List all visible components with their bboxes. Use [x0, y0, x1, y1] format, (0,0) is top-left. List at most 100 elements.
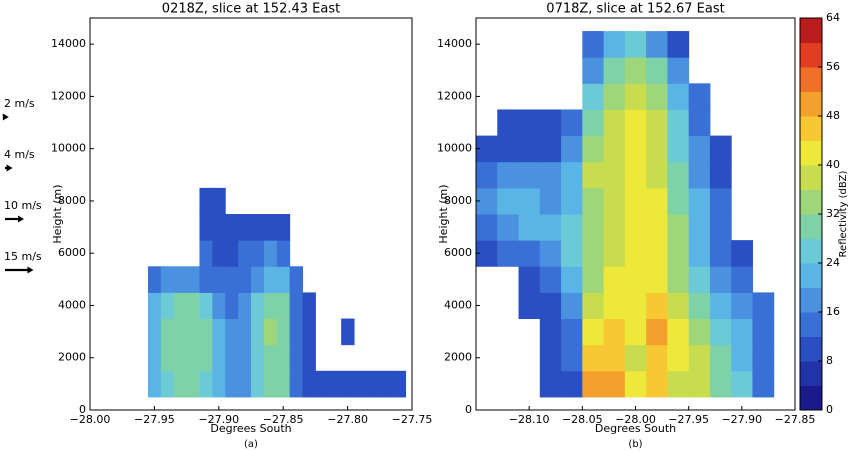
cell	[173, 292, 188, 320]
y-axis-label: Height (m)	[51, 184, 64, 243]
cell	[646, 240, 668, 267]
cell	[186, 292, 200, 320]
cell	[289, 370, 304, 398]
cell	[225, 370, 239, 398]
cell	[582, 292, 605, 320]
cell	[476, 240, 498, 267]
cell	[752, 292, 775, 320]
x-tick-label: −28.00	[615, 413, 656, 426]
cell	[147, 370, 162, 398]
cell	[646, 344, 668, 372]
cell	[709, 266, 732, 293]
y-tick-label: 2000	[444, 351, 472, 364]
cell	[582, 370, 605, 398]
cell	[752, 344, 775, 372]
cell	[709, 187, 732, 215]
x-axis-label: Degrees South	[210, 422, 291, 435]
colorbar-swatch	[800, 214, 822, 239]
cell	[603, 161, 626, 189]
y-tick-label: 14000	[437, 37, 472, 50]
y-tick-label: 10000	[51, 142, 86, 155]
cell	[688, 83, 711, 110]
cell	[539, 318, 562, 346]
cell	[624, 161, 647, 189]
colorbar-tick-label: 16	[826, 305, 840, 318]
x-tick-label: −27.80	[327, 413, 368, 426]
cell	[688, 135, 711, 163]
cell	[518, 214, 541, 241]
cell	[603, 318, 626, 346]
cell	[173, 370, 188, 398]
colorbar-swatch	[800, 165, 822, 190]
cell	[225, 214, 239, 241]
cell	[709, 240, 732, 267]
colorbar-tick-label: 40	[826, 158, 840, 171]
cell	[624, 31, 647, 58]
colorbar-swatch	[800, 238, 822, 264]
cell	[276, 266, 291, 293]
cell	[251, 292, 265, 320]
cell	[688, 344, 711, 372]
cell	[561, 266, 583, 293]
cell	[539, 240, 562, 267]
wind-legend-label: 10 m/s	[4, 199, 42, 212]
cell	[603, 266, 626, 293]
y-axis-label: Height (m)	[437, 184, 450, 243]
cell	[199, 344, 213, 372]
cell	[238, 240, 252, 267]
cell	[476, 187, 498, 215]
cell	[582, 214, 605, 241]
cell	[624, 57, 647, 84]
cell	[160, 344, 175, 372]
cell	[688, 187, 711, 215]
colorbar-swatch	[800, 312, 822, 337]
cell	[561, 370, 583, 398]
colorbar-tick-label: 0	[826, 403, 833, 416]
colorbar-tick-label: 64	[826, 11, 840, 24]
cell	[624, 266, 647, 293]
cell	[263, 344, 278, 372]
colorbar-swatch	[800, 42, 822, 68]
cell	[354, 370, 368, 398]
cell	[688, 161, 711, 189]
cell	[709, 135, 732, 163]
cell	[212, 214, 226, 241]
cell	[667, 31, 690, 58]
colorbar-swatch	[800, 189, 822, 215]
y-tick-label: 6000	[444, 246, 472, 259]
cell	[173, 344, 188, 372]
cell	[225, 266, 239, 293]
cell	[646, 161, 668, 189]
plot-frame	[89, 17, 413, 411]
cell	[173, 266, 188, 293]
cell	[212, 292, 226, 320]
cell	[603, 344, 626, 372]
cell	[752, 318, 775, 346]
cell	[518, 240, 541, 267]
cell	[603, 240, 626, 267]
x-tick-label: −27.85	[263, 413, 304, 426]
cell	[646, 57, 668, 84]
cell	[624, 318, 647, 346]
cell	[603, 83, 626, 110]
cell	[624, 83, 647, 110]
cell	[667, 266, 690, 293]
cell	[160, 318, 175, 346]
cell	[731, 266, 753, 293]
cell	[186, 318, 200, 346]
cell	[263, 240, 278, 267]
cell	[251, 370, 265, 398]
cell	[497, 135, 520, 163]
cell	[302, 292, 316, 320]
cell	[251, 318, 265, 346]
cell	[539, 109, 562, 137]
cell	[251, 266, 265, 293]
wind-arrow-head	[27, 266, 34, 274]
y-tick-label: 8000	[58, 194, 86, 207]
chart-title: 0718Z, slice at 152.67 East	[546, 2, 724, 17]
colorbar-tick-label: 48	[826, 109, 840, 122]
cell	[646, 292, 668, 320]
cell	[582, 83, 605, 110]
cell	[199, 318, 213, 346]
cell	[582, 135, 605, 163]
